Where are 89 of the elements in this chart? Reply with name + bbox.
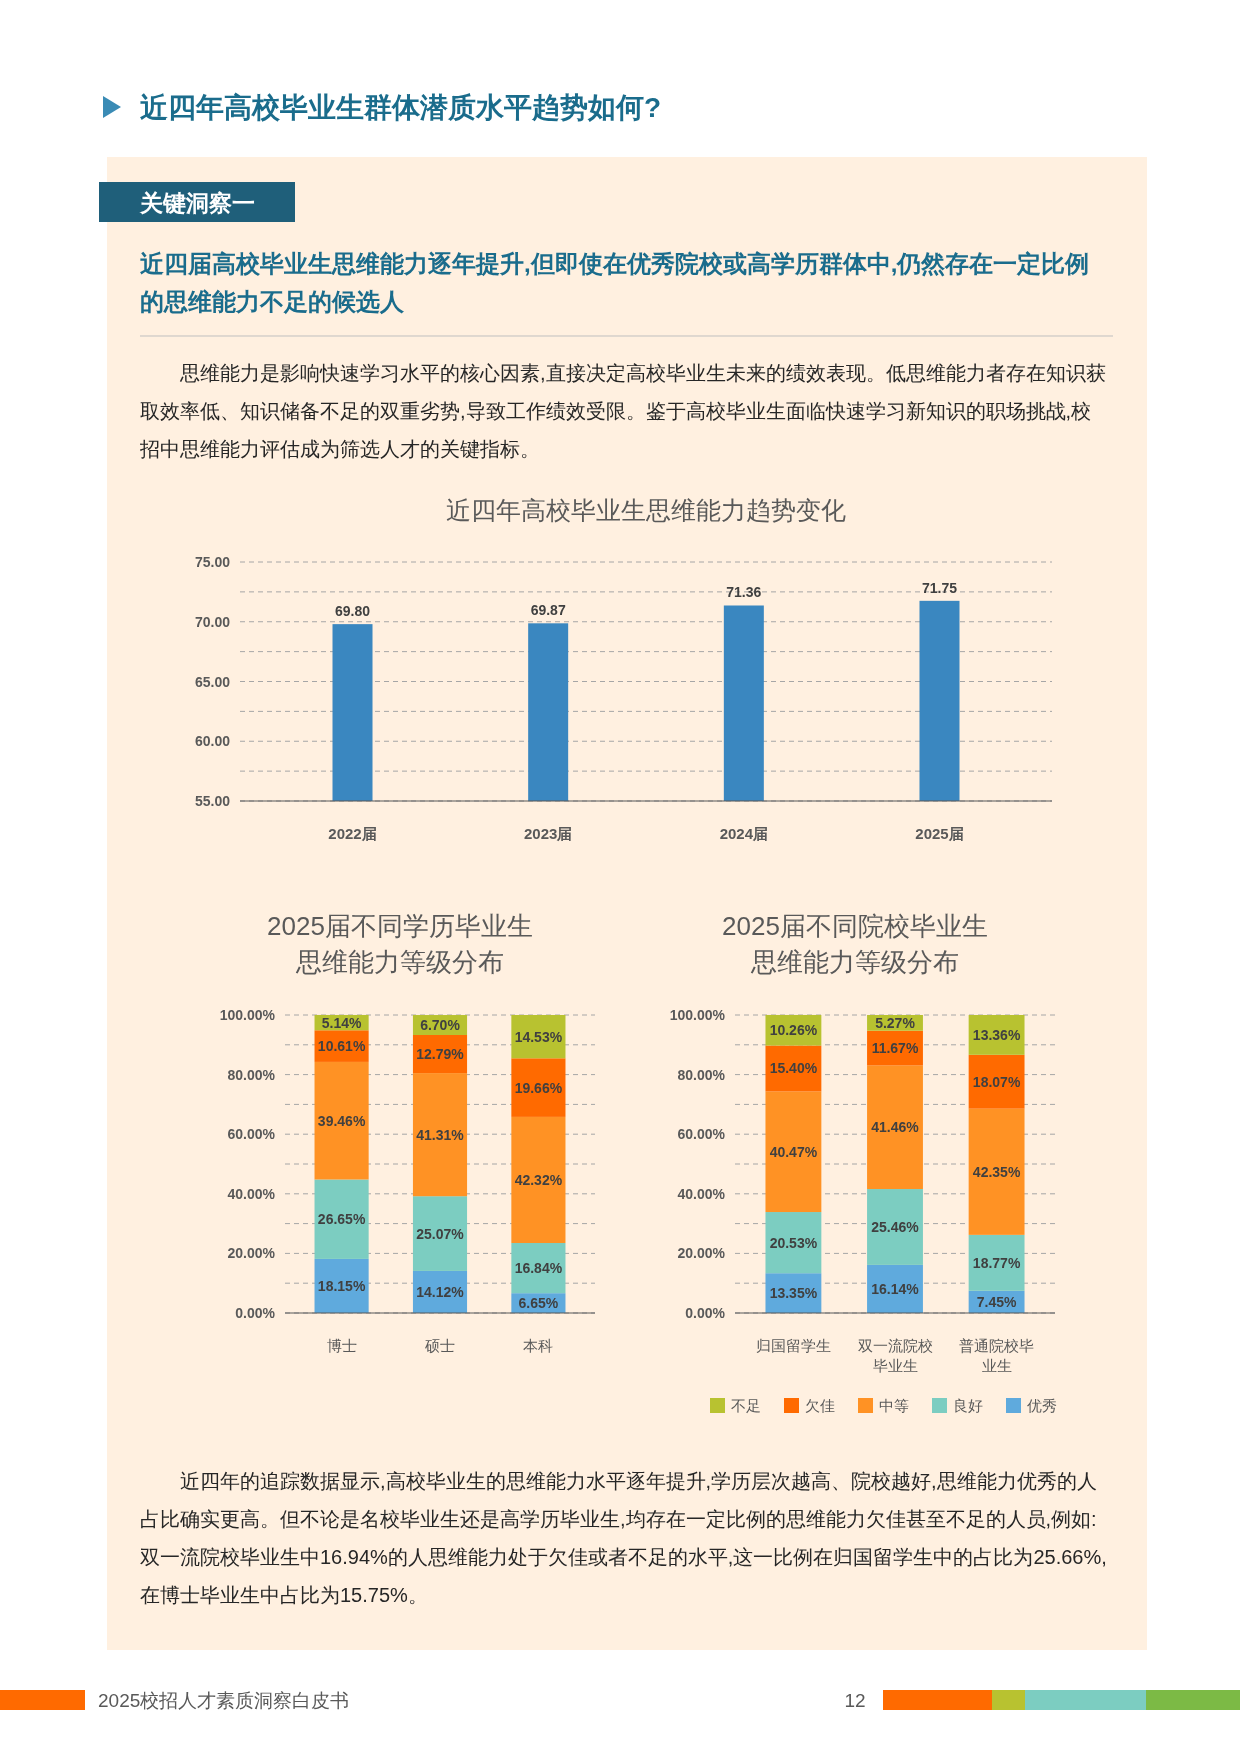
- y-tick-label: 65.00: [194, 673, 231, 690]
- x-tick-label: 2023届: [523, 825, 573, 842]
- text: 12: [844, 1690, 866, 1711]
- data-label: 71.36: [726, 584, 762, 601]
- data-label: 12.79%: [416, 1046, 465, 1063]
- text: 近四届高校毕业生思维能力逐年提升,但即使在优秀院校或高学历群体中,仍然存在一定比例的思维能力不足的候选人: [140, 250, 1090, 315]
- data-label: 13.35%: [769, 1285, 818, 1302]
- data-label: 42.32%: [514, 1171, 563, 1188]
- legend-label: 不足: [731, 1397, 761, 1414]
- x-tick-label: 博士: [326, 1337, 357, 1354]
- text: 思维能力是影响快速学习水平的核心因素,直接决定高校毕业生未来的绩效表现。低思维能力者存在知识获取效率低、知识储备不足的双重劣势,导致工作绩效受限。鉴于高校毕业生面临快速学习新知识的职场挑战,校招中思维能力评估成为筛选人才的关键指标。: [139, 362, 1106, 460]
- data-label: 15.40%: [769, 1060, 818, 1077]
- data-label: 5.14%: [321, 1014, 362, 1031]
- legend-label: 欠佳: [805, 1397, 835, 1414]
- x-tick-label: 普通院校毕业生: [959, 1337, 1035, 1374]
- data-label: 26.65%: [317, 1211, 366, 1228]
- y-tick-label: 60.00%: [677, 1126, 726, 1143]
- data-label: 16.84%: [514, 1260, 563, 1277]
- y-tick-label: 60.00: [194, 733, 231, 750]
- y-tick-label: 40.00%: [227, 1185, 276, 1202]
- chart-title: 2025届不同学历毕业生思维能力等级分布: [267, 911, 533, 977]
- text: 关键洞察一: [139, 190, 255, 216]
- bar: [412, 1073, 468, 1197]
- data-label: 14.12%: [416, 1283, 465, 1300]
- text: 近四年的追踪数据显示,高校毕业生的思维能力水平逐年提升,学历层次越高、院校越好,思维能力优秀的人占比确实更高。但不论是名校毕业生还是高学历毕业生,均存在一定比例的思维能力欠佳甚至不足的人员,例如:双一流院校毕业生中16.94%的人思维能力处于欠佳或者不足的水平,这一比例在归国留学生中的占比为25.66%,在博士毕业生中占比为15.75%。: [140, 1470, 1107, 1606]
- bar: [314, 1061, 369, 1180]
- data-label: 39.46%: [317, 1112, 366, 1129]
- chart-title: 近四年高校毕业生思维能力趋势变化: [446, 496, 846, 524]
- y-tick-label: 80.00%: [677, 1066, 726, 1083]
- y-tick-label: 100.00%: [669, 1007, 726, 1023]
- y-tick-label: 60.00%: [227, 1126, 276, 1143]
- x-tick-label: 2022届: [328, 825, 377, 842]
- bar: [765, 1212, 822, 1274]
- y-tick-label: 40.00%: [677, 1185, 726, 1202]
- y-tick-label: 70.00: [194, 613, 231, 630]
- data-label: 16.14%: [871, 1280, 920, 1297]
- bar: [412, 1196, 468, 1271]
- y-tick-label: 0.00%: [235, 1305, 276, 1321]
- data-label: 69.87: [530, 602, 566, 619]
- y-tick-label: 0.00%: [685, 1305, 726, 1321]
- bar: [968, 1234, 1025, 1291]
- data-label: 10.61%: [317, 1038, 366, 1055]
- bar: [968, 1108, 1025, 1235]
- bar: [314, 1179, 369, 1259]
- data-label: 71.75: [921, 579, 958, 596]
- x-tick-label: 本科: [523, 1337, 554, 1354]
- data-label: 13.36%: [972, 1026, 1021, 1043]
- bar: [765, 1091, 822, 1213]
- data-label: 69.80: [334, 603, 371, 620]
- data-label: 18.77%: [972, 1254, 1021, 1271]
- data-label: 42.35%: [972, 1163, 1021, 1180]
- data-label: 20.53%: [769, 1234, 818, 1251]
- bar: [968, 1054, 1025, 1109]
- bar: [511, 1116, 566, 1243]
- data-label: 25.46%: [871, 1218, 920, 1235]
- data-label: 11.67%: [871, 1040, 919, 1057]
- data-label: 25.07%: [416, 1225, 465, 1242]
- x-tick-label: 归国留学生: [755, 1337, 831, 1354]
- x-tick-label: 2025届: [915, 825, 964, 842]
- chart-title: 2025届不同院校毕业生思维能力等级分布: [722, 911, 988, 977]
- data-label: 7.45%: [976, 1293, 1017, 1310]
- data-label: 6.65%: [518, 1295, 559, 1312]
- y-tick-label: 55.00: [194, 793, 231, 809]
- y-tick-label: 20.00%: [677, 1245, 726, 1262]
- data-label: 6.70%: [420, 1017, 461, 1034]
- data-label: 40.47%: [769, 1143, 818, 1160]
- x-tick-label: 双一流院校毕业生: [857, 1337, 933, 1374]
- data-label: 10.26%: [769, 1022, 818, 1039]
- y-tick-label: 20.00%: [227, 1245, 276, 1262]
- x-tick-label: 硕士: [424, 1337, 455, 1354]
- bar: [867, 1189, 923, 1265]
- data-label: 18.07%: [972, 1073, 1021, 1090]
- legend-label: 中等: [879, 1397, 909, 1414]
- y-tick-label: 75.00: [194, 554, 231, 570]
- data-label: 18.15%: [317, 1277, 366, 1294]
- data-label: 41.46%: [871, 1119, 920, 1136]
- data-label: 19.66%: [514, 1079, 563, 1096]
- data-label: 14.53%: [514, 1028, 563, 1045]
- legend-label: 优秀: [1027, 1397, 1057, 1414]
- text: 近四年高校毕业生群体潜质水平趋势如何?: [140, 92, 662, 123]
- bar: [511, 1058, 566, 1117]
- x-tick-label: 2024届: [719, 825, 769, 842]
- y-tick-label: 100.00%: [219, 1007, 276, 1023]
- text: 2025校招人才素质洞察白皮书: [98, 1690, 350, 1711]
- y-tick-label: 80.00%: [227, 1066, 276, 1083]
- legend-label: 良好: [953, 1397, 983, 1414]
- data-label: 5.27%: [875, 1014, 916, 1031]
- bar: [867, 1065, 923, 1190]
- data-label: 41.31%: [416, 1126, 465, 1143]
